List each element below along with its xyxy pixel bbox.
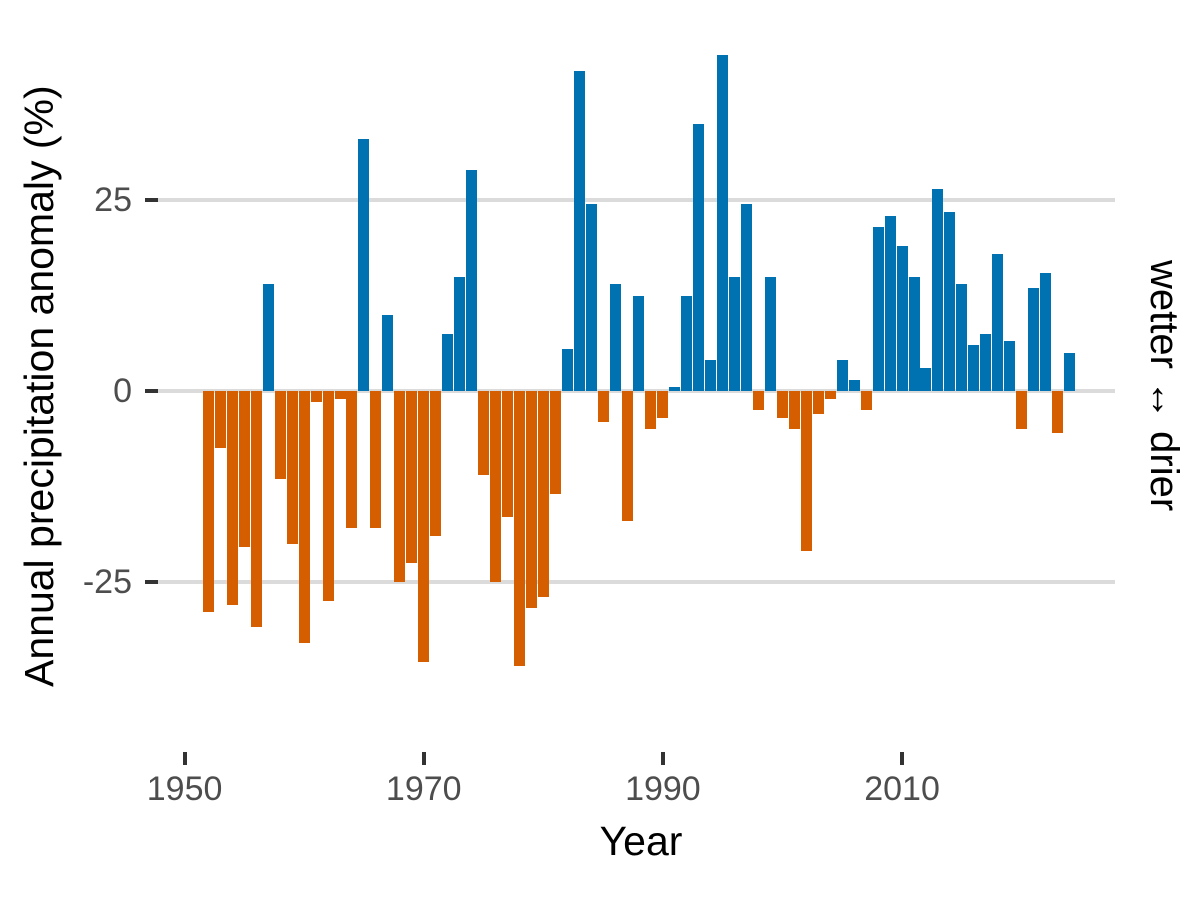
bar-2011	[908, 276, 920, 391]
bar-1979	[525, 391, 537, 609]
bar-2007	[860, 391, 872, 411]
bar-2019	[1004, 341, 1016, 391]
major-gridline-y25	[158, 198, 1115, 203]
bar-2016	[968, 345, 980, 391]
bar-2003	[812, 391, 824, 414]
bar-2008	[872, 227, 884, 391]
bar-1990	[657, 391, 669, 418]
bar-2001	[788, 391, 800, 430]
x-tick-mark-1970	[421, 752, 426, 765]
bar-1978	[513, 391, 525, 666]
bar-2022	[1040, 272, 1052, 391]
bar-1998	[753, 391, 765, 411]
plot-panel	[158, 12, 1115, 752]
bar-2000	[776, 391, 788, 418]
bar-1968	[394, 391, 406, 582]
x-tick-mark-1950	[182, 752, 187, 765]
bar-1993	[693, 124, 705, 391]
bar-1957	[262, 284, 274, 391]
bar-2010	[896, 246, 908, 391]
bar-1975	[478, 391, 490, 475]
x-tick-label-2010: 2010	[864, 770, 940, 808]
bar-1963	[334, 391, 346, 399]
bar-2013	[932, 188, 944, 391]
bar-2018	[992, 253, 1004, 391]
bar-1970	[418, 391, 430, 662]
x-tick-label-1990: 1990	[625, 770, 701, 808]
x-tick-mark-1990	[660, 752, 665, 765]
bar-2014	[944, 211, 956, 391]
bar-1983	[573, 70, 585, 391]
bar-1966	[370, 391, 382, 529]
bar-1974	[466, 169, 478, 391]
x-tick-label-1950: 1950	[146, 770, 223, 808]
bar-1952	[203, 391, 214, 613]
bar-1994	[705, 360, 717, 391]
bar-1980	[537, 391, 549, 597]
bar-2023	[1052, 391, 1064, 433]
bar-2015	[956, 284, 968, 391]
y-tick-mark--25	[145, 579, 158, 584]
bar-1987	[621, 391, 633, 521]
y-tick-label--25: -25	[82, 562, 132, 601]
x-axis-title: Year	[599, 818, 683, 864]
wetter-drier-direction-label: wetter ↔ drier	[1142, 260, 1186, 512]
bar-1999	[765, 276, 777, 391]
bar-1986	[609, 284, 621, 391]
bar-1953	[214, 391, 226, 449]
major-gridline-y0	[158, 389, 1115, 393]
bar-1971	[430, 391, 442, 536]
y-tick-mark-25	[145, 198, 158, 203]
bar-1967	[382, 314, 394, 391]
bar-1962	[322, 391, 334, 601]
bar-2006	[848, 379, 860, 391]
bar-1996	[729, 276, 741, 391]
bar-1961	[310, 391, 322, 403]
bar-1977	[501, 391, 513, 517]
bar-1959	[286, 391, 298, 544]
bar-2004	[824, 391, 836, 399]
bar-1958	[274, 391, 286, 479]
y-tick-mark-0	[145, 389, 158, 393]
bar-2021	[1028, 288, 1040, 391]
bar-1981	[549, 391, 561, 494]
x-tick-mark-2010	[900, 752, 905, 765]
bar-1991	[669, 387, 681, 391]
bar-1976	[489, 391, 501, 582]
bar-1955	[238, 391, 250, 548]
bar-1982	[561, 349, 573, 391]
bar-1964	[346, 391, 358, 529]
bar-1992	[681, 295, 693, 391]
bar-1954	[226, 391, 238, 605]
major-gridline-y-25	[158, 579, 1115, 584]
bar-1985	[597, 391, 609, 422]
y-tick-label-0: 0	[113, 372, 132, 410]
bar-1973	[454, 276, 466, 391]
bar-1956	[250, 391, 262, 628]
bar-2017	[980, 333, 992, 391]
bar-2020	[1016, 391, 1028, 430]
bar-1995	[717, 55, 729, 391]
bar-1988	[633, 295, 645, 391]
bar-2024	[1063, 352, 1075, 391]
bar-1965	[358, 139, 370, 391]
y-tick-label-25: 25	[94, 181, 132, 220]
x-tick-label-1970: 1970	[385, 770, 462, 808]
bar-2009	[884, 215, 896, 391]
bar-1960	[298, 391, 310, 643]
bar-1984	[585, 204, 597, 391]
bar-1989	[645, 391, 657, 430]
bar-2002	[800, 391, 812, 552]
bar-1969	[406, 391, 418, 563]
bar-1972	[442, 333, 454, 391]
bar-2012	[920, 368, 932, 391]
bar-1997	[741, 204, 753, 391]
bar-2005	[836, 360, 848, 391]
